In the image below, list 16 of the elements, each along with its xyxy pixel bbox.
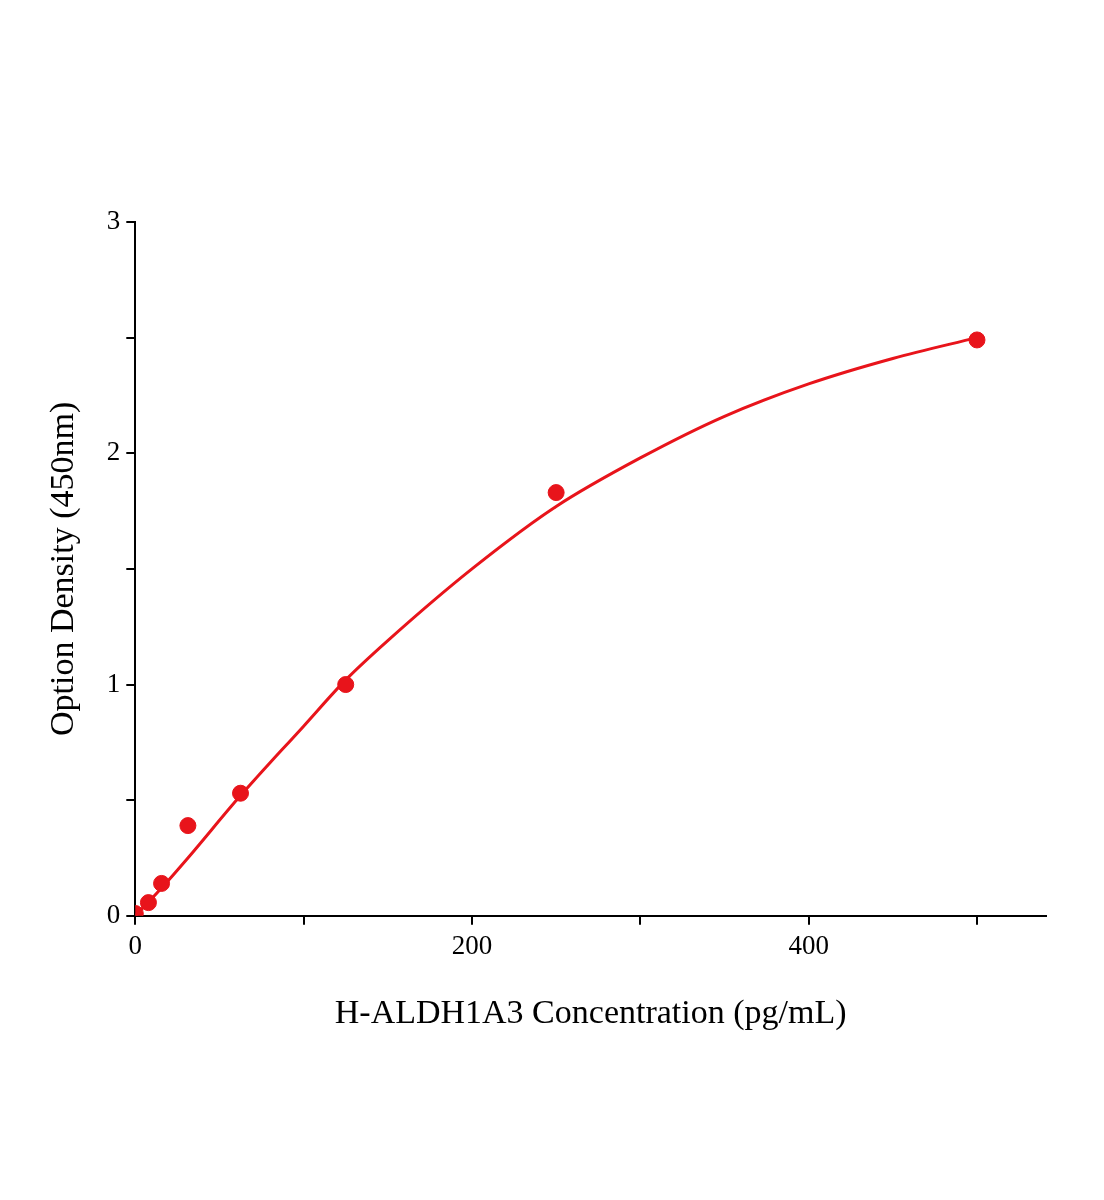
y-tick-label: 3 (106, 205, 121, 236)
y-tick-label: 2 (106, 436, 121, 467)
x-tick-label: 400 (788, 930, 829, 961)
x-axis-title: H-ALDH1A3 Concentration (pg/mL) (334, 992, 847, 1031)
point (547, 484, 565, 502)
point (139, 894, 157, 912)
point (179, 817, 197, 835)
point (968, 331, 986, 349)
y-tick-label: 1 (106, 667, 121, 698)
point (153, 874, 171, 892)
point (337, 676, 355, 694)
x-tick-label: 0 (128, 930, 143, 961)
x-tick-label: 200 (451, 930, 493, 961)
y-axis-title: Option Density (450nm) (43, 401, 82, 737)
y-tick-label: 0 (106, 898, 121, 929)
point (232, 784, 250, 802)
